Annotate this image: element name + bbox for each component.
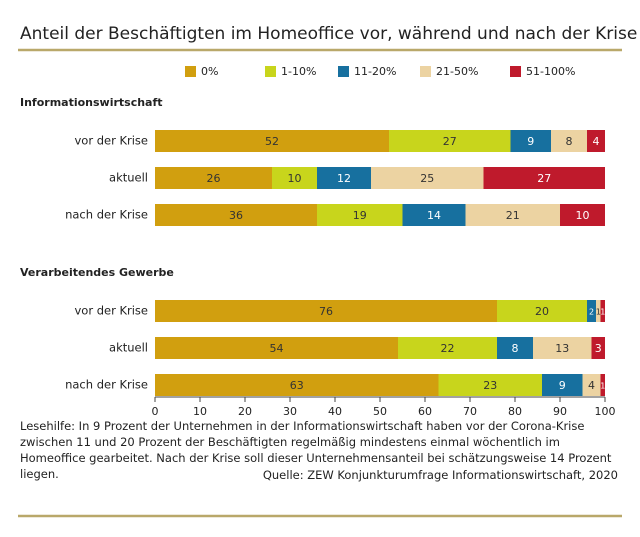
bar-segment: [155, 374, 439, 396]
bar-segment: [389, 130, 511, 152]
bar-segment: [317, 204, 403, 226]
legend-label: 21-50%: [436, 65, 478, 78]
bar-segment: [551, 130, 587, 152]
bar-segment: [587, 130, 605, 152]
data-label: 25: [420, 172, 434, 185]
data-label: 9: [559, 379, 566, 392]
bar-segment: [510, 130, 551, 152]
group-label: Verarbeitendes Gewerbe: [20, 266, 174, 279]
bar-segment: [497, 300, 587, 322]
data-label: 27: [537, 172, 551, 185]
bar-segment: [155, 337, 398, 359]
data-label: 9: [527, 135, 534, 148]
legend-swatch: [420, 66, 431, 77]
x-tick-label: 30: [283, 405, 297, 418]
y-tick-label: nach der Krise: [65, 208, 148, 222]
bar-segment: [155, 300, 497, 322]
y-tick-label: aktuell: [109, 341, 148, 355]
bar-segment: [497, 337, 533, 359]
bar-segment: [596, 300, 601, 322]
legend-swatch: [185, 66, 196, 77]
data-label: 27: [443, 135, 457, 148]
data-label: 23: [483, 379, 497, 392]
legend-label: 51-100%: [526, 65, 575, 78]
data-label: 19: [353, 209, 367, 222]
data-label: 10: [576, 209, 590, 222]
legend-swatch: [338, 66, 349, 77]
x-tick-label: 90: [553, 405, 567, 418]
bar-segment: [155, 130, 389, 152]
y-tick-label: vor der Krise: [74, 134, 148, 148]
data-label: 1: [600, 382, 605, 391]
y-tick-label: vor der Krise: [74, 304, 148, 318]
bar-segment: [398, 337, 497, 359]
data-label: 1: [596, 308, 601, 317]
source: Quelle: ZEW Konjunkturumfrage Informatio…: [262, 468, 618, 482]
data-label: 76: [319, 305, 333, 318]
bar-segment: [438, 374, 542, 396]
legend-swatch: [265, 66, 276, 77]
x-tick-label: 20: [238, 405, 252, 418]
data-label: 10: [288, 172, 302, 185]
x-tick-label: 80: [508, 405, 522, 418]
data-label: 12: [337, 172, 351, 185]
data-label: 4: [593, 135, 600, 148]
data-label: 22: [441, 342, 455, 355]
bar-segment: [591, 337, 605, 359]
y-tick-label: nach der Krise: [65, 378, 148, 392]
bar-segment: [371, 167, 484, 189]
data-label: 21: [506, 209, 520, 222]
data-label: 3: [595, 342, 602, 355]
data-label: 63: [290, 379, 304, 392]
data-label: 2: [589, 308, 594, 317]
data-label: 20: [535, 305, 549, 318]
data-label: 1: [600, 308, 605, 317]
legend-label: 11-20%: [354, 65, 396, 78]
bar-segment: [533, 337, 592, 359]
bar-segment: [155, 204, 317, 226]
bar-segment: [587, 300, 596, 322]
bar-segment: [155, 167, 272, 189]
x-tick-label: 70: [463, 405, 477, 418]
bar-segment: [600, 374, 605, 396]
bar-segment: [317, 167, 371, 189]
x-tick-label: 50: [373, 405, 387, 418]
group-label: Informationswirtschaft: [20, 96, 163, 109]
data-label: 8: [512, 342, 519, 355]
legend-label: 0%: [201, 65, 218, 78]
bar-segment: [542, 374, 583, 396]
x-tick-label: 0: [152, 405, 159, 418]
data-label: 8: [566, 135, 573, 148]
x-tick-label: 60: [418, 405, 432, 418]
x-tick-label: 40: [328, 405, 342, 418]
note: Lesehilfe: In 9 Prozent der Unternehmen …: [20, 419, 612, 481]
chart-title: Anteil der Beschäftigten im Homeoffice v…: [20, 24, 637, 44]
data-label: 13: [555, 342, 569, 355]
bar-segment: [582, 374, 601, 396]
data-label: 36: [229, 209, 243, 222]
data-label: 4: [588, 379, 595, 392]
x-tick-label: 100: [595, 405, 616, 418]
data-label: 54: [270, 342, 284, 355]
bar-segment: [600, 300, 605, 322]
data-label: 14: [427, 209, 441, 222]
bar-segment: [465, 204, 560, 226]
legend-label: 1-10%: [281, 65, 316, 78]
x-tick-label: 10: [193, 405, 207, 418]
bar-segment: [560, 204, 605, 226]
data-label: 26: [207, 172, 221, 185]
bar-segment: [402, 204, 466, 226]
bar-segment: [483, 167, 605, 189]
y-tick-label: aktuell: [109, 171, 148, 185]
data-label: 52: [265, 135, 279, 148]
legend-swatch: [510, 66, 521, 77]
bar-segment: [272, 167, 317, 189]
